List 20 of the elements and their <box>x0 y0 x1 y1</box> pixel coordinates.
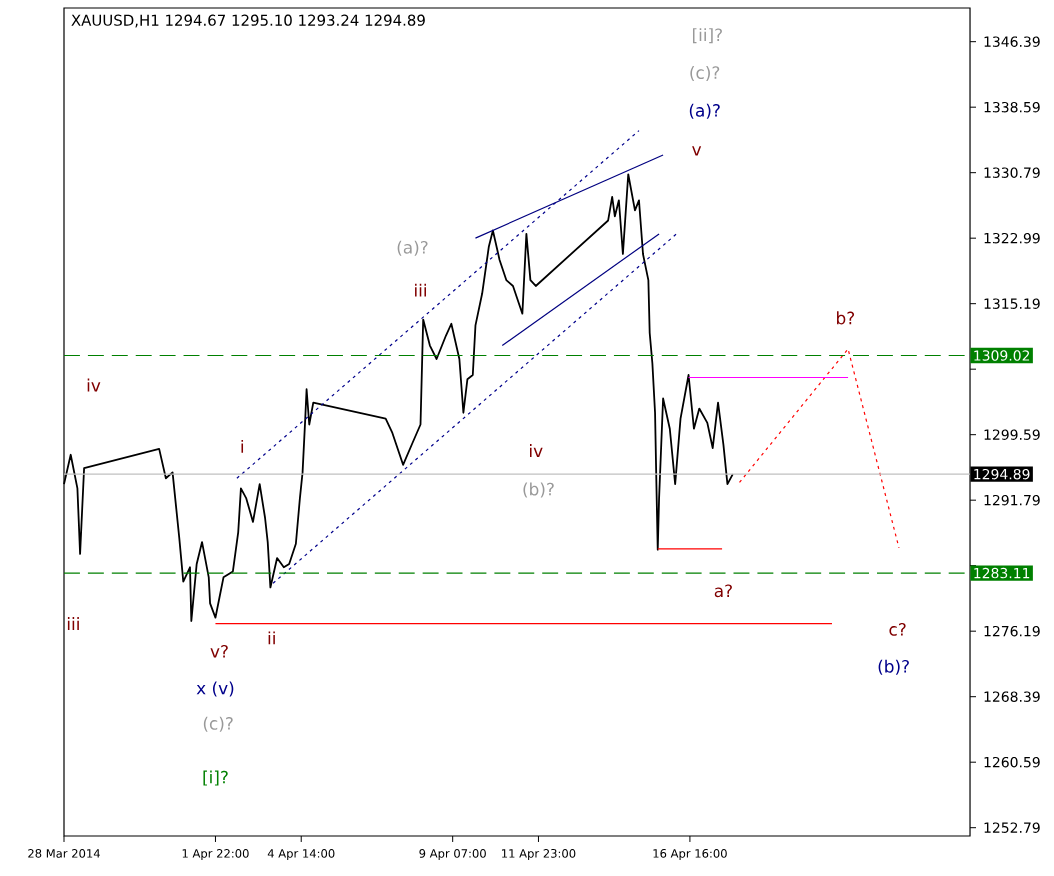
annotation: (b)? <box>878 659 909 675</box>
annotation: i <box>241 439 244 453</box>
annotation: x (v) <box>196 681 234 697</box>
annotation: v? <box>210 644 228 658</box>
annotation: iii <box>415 283 426 297</box>
annotation: iii <box>67 617 79 630</box>
annotation: (c)? <box>690 65 720 82</box>
annotation: [ii]? <box>692 28 722 44</box>
annotation: ii <box>268 631 275 645</box>
annotation: b? <box>837 311 855 325</box>
annotation: v <box>692 146 702 156</box>
annotation: a? <box>714 584 732 598</box>
annotation: (b)? <box>523 482 554 498</box>
annotation: iv <box>530 444 543 457</box>
annotation: [i]? <box>203 770 228 786</box>
annotation: (a)? <box>397 240 428 256</box>
annotation: c? <box>889 623 906 636</box>
annotation: iv <box>87 378 101 392</box>
annotation: (c)? <box>203 716 233 732</box>
annotation: (a)? <box>689 103 720 119</box>
